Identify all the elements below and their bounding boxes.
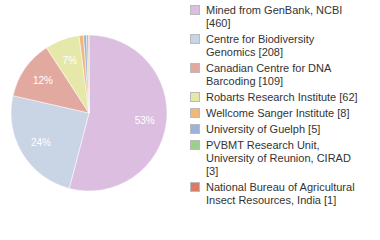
html-text:Centre for Biodiversity Genomi: Centre for Biodiversity Genomics [208] — [206, 33, 315, 58]
html-text:National Bureau of Agricultura: National Bureau of Agricultural Insect R… — [206, 181, 355, 206]
html-text:University of Guelph [5]: University of Guelph [5] — [206, 123, 321, 135]
html-text:Canadian Centre for DNA Barcod: Canadian Centre for DNA Barcoding [109] — [206, 62, 331, 87]
svg-text:53%: 53% — [135, 115, 155, 126]
html-text:Robarts Research Institute [62: Robarts Research Institute [62] — [206, 91, 358, 103]
html-text:Wellcome Sanger Institute [8]: Wellcome Sanger Institute [8] — [206, 107, 350, 119]
svg-text:24%: 24% — [31, 137, 51, 148]
html-text:PVBMT Research Unit, Universit: PVBMT Research Unit, University of Reuni… — [206, 139, 351, 177]
html-text:Mined from GenBank, NCBI [460]: Mined from GenBank, NCBI [460] — [206, 4, 343, 29]
svg-text:7%: 7% — [62, 55, 77, 66]
svg-text:12%: 12% — [33, 75, 53, 86]
